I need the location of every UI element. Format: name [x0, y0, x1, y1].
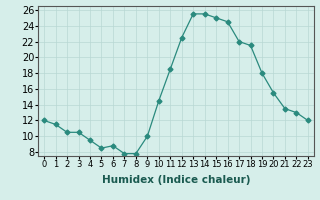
X-axis label: Humidex (Indice chaleur): Humidex (Indice chaleur)	[102, 175, 250, 185]
